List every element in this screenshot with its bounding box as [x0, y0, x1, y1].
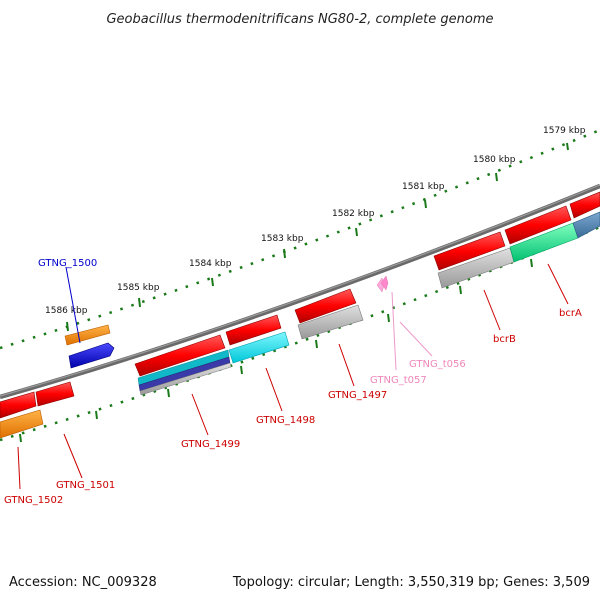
cog-bar-steel-next: [572, 211, 600, 239]
leader-GTNG_t057: [391, 291, 397, 371]
leader-GTNG_1498: [265, 367, 283, 412]
chromosome-backbone-highlight: [0, 184, 600, 397]
kbp-label-1580: 1580 kbp: [473, 155, 516, 165]
leader-GTNG_1499: [191, 393, 209, 436]
genome-summary-text: Topology: circular; Length: 3,550,319 bp…: [232, 575, 590, 590]
gene-bcrA-arrow[interactable]: [504, 205, 572, 245]
cog-bar-orange-upper: [64, 324, 111, 346]
leader-GTNG_1502: [17, 446, 21, 490]
inner-scale-major-ticks: [19, 258, 533, 443]
trna-GTNG_t056-marker[interactable]: [380, 275, 389, 291]
gene-GTNG_1500-arrow[interactable]: [68, 342, 115, 369]
gene-next-arrow[interactable]: [569, 191, 600, 219]
label-leaders: [17, 263, 569, 490]
cog-bar-cyan-1498: [228, 331, 290, 364]
kbp-label-1583: 1583 kbp: [261, 234, 304, 244]
gene-GTNG_1499-arrow[interactable]: [134, 334, 226, 377]
gene-label-GTNG_t056[interactable]: GTNG_t056: [409, 359, 466, 370]
leader-bcrB: [483, 289, 501, 331]
kbp-label-1582: 1582 kbp: [332, 209, 375, 219]
cog-bar-gray-1499: [139, 362, 232, 396]
leader-GTNG_1501: [63, 433, 83, 479]
gene-label-GTNG_1497[interactable]: GTNG_1497: [328, 390, 387, 401]
map-title: Geobacillus thermodenitrificans NG80-2, …: [106, 12, 493, 27]
gene-label-bcrB[interactable]: bcrB: [493, 334, 516, 345]
cog-bar-orange-lower: [0, 409, 44, 439]
gene-label-GTNG_1499[interactable]: GTNG_1499: [181, 439, 240, 450]
accession-text: Accession: NC_009328: [9, 575, 157, 590]
gene-label-GTNG_1500[interactable]: GTNG_1500: [38, 258, 97, 269]
reverse-features: [0, 191, 600, 439]
scale-labels: 1579 kbp 1580 kbp 1581 kbp 1582 kbp 1583…: [45, 126, 586, 316]
leader-bcrA: [547, 263, 569, 305]
gene-label-GTNG_t057[interactable]: GTNG_t057: [370, 375, 427, 386]
gene-label-bcrA[interactable]: bcrA: [559, 308, 582, 319]
gene-GTNG_1498-arrow[interactable]: [225, 314, 282, 346]
cog-bar-gray-1497: [297, 304, 364, 340]
kbp-label-1584: 1584 kbp: [189, 259, 232, 269]
gene-labels: GTNG_1500 GTNG_1501 GTNG_1502 GTNG_1499 …: [4, 258, 582, 506]
outer-scale-major-ticks: [66, 142, 569, 332]
gene-GTNG_1502-arrow[interactable]: [0, 391, 37, 419]
kbp-label-1581: 1581 kbp: [402, 182, 445, 192]
forward-features: [64, 324, 115, 369]
kbp-label-1586: 1586 kbp: [45, 306, 88, 316]
gene-label-GTNG_1502[interactable]: GTNG_1502: [4, 495, 63, 506]
chromosome-backbone: [0, 183, 600, 400]
leader-GTNG_t056: [399, 321, 433, 357]
kbp-label-1585: 1585 kbp: [117, 283, 160, 293]
leader-GTNG_1500: [65, 266, 81, 344]
gene-bcrB-arrow[interactable]: [433, 231, 506, 271]
gene-GTNG_1501-arrow[interactable]: [35, 381, 75, 407]
gene-label-GTNG_1501[interactable]: GTNG_1501: [56, 480, 115, 491]
gene-label-GTNG_1498[interactable]: GTNG_1498: [256, 415, 315, 426]
gene-GTNG_1497-arrow[interactable]: [294, 288, 357, 324]
kbp-label-1579: 1579 kbp: [543, 126, 586, 136]
leader-GTNG_1497: [338, 343, 355, 387]
